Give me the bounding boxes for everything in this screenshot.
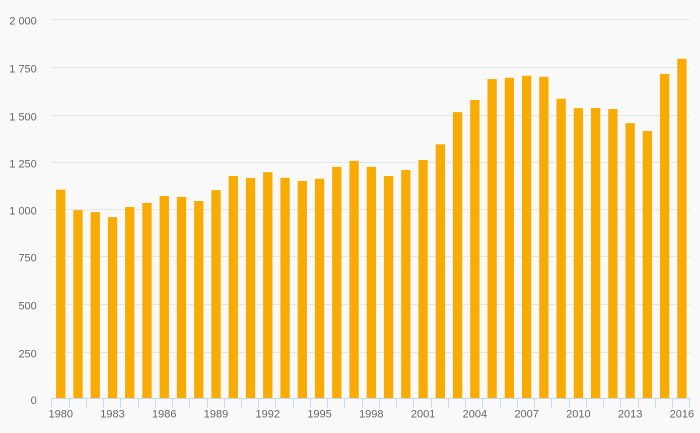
svg-text:1 750: 1 750 [9,64,37,76]
svg-text:1992: 1992 [256,409,280,421]
svg-text:2010: 2010 [566,409,590,421]
svg-text:1 250: 1 250 [9,159,37,171]
svg-text:2016: 2016 [670,409,694,421]
svg-text:750: 750 [18,253,36,265]
svg-text:1980: 1980 [48,409,72,421]
svg-text:1983: 1983 [100,409,124,421]
svg-text:1995: 1995 [307,409,331,421]
svg-text:250: 250 [18,349,36,361]
svg-text:1986: 1986 [152,409,176,421]
svg-text:2001: 2001 [411,409,435,421]
svg-text:2007: 2007 [514,409,538,421]
svg-text:500: 500 [18,301,36,313]
svg-text:1 000: 1 000 [9,206,37,218]
svg-text:2013: 2013 [618,409,642,421]
svg-text:0: 0 [31,395,37,407]
svg-text:2 000: 2 000 [9,16,37,28]
svg-text:1 500: 1 500 [9,112,37,124]
svg-text:1989: 1989 [204,409,228,421]
svg-text:2004: 2004 [463,409,487,421]
svg-text:1998: 1998 [359,409,383,421]
